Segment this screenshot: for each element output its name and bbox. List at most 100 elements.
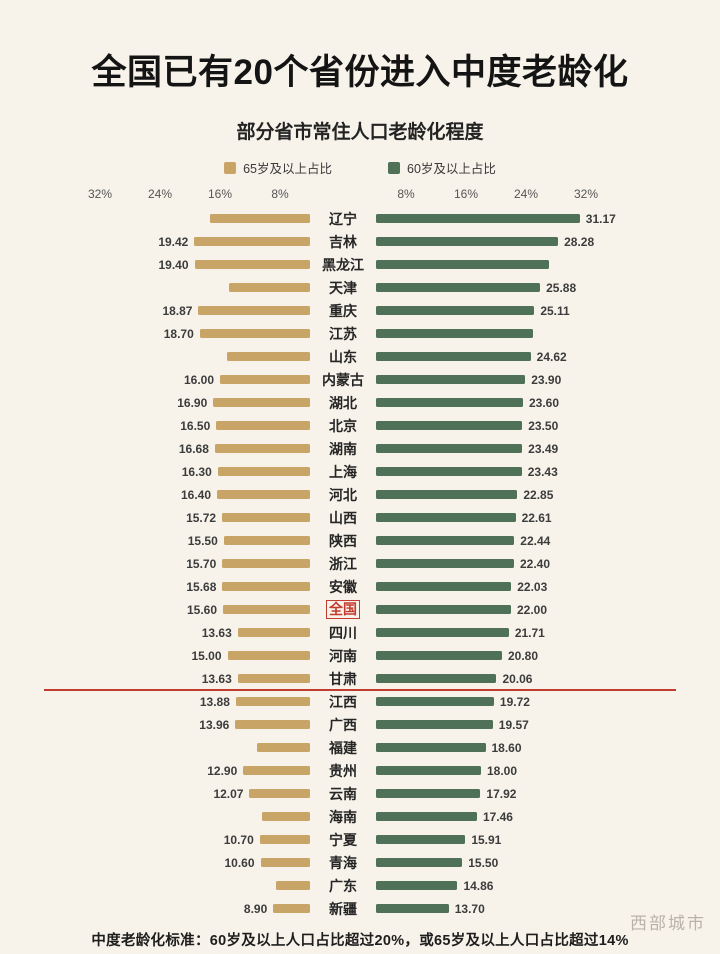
bar-65plus <box>222 559 310 568</box>
chart-subtitle: 部分省市常住人口老龄化程度 <box>236 122 484 143</box>
province-label: 福建 <box>329 739 357 756</box>
bar-60plus <box>376 375 526 384</box>
bar-60plus <box>376 398 523 407</box>
value-60plus: 31.17 <box>585 211 616 226</box>
province-label: 山东 <box>329 348 357 365</box>
watermark: 西部城市 <box>630 914 706 933</box>
value-60plus: 14.86 <box>463 878 494 893</box>
row-center-zone: 四川 <box>310 623 376 643</box>
bar-60plus <box>376 835 466 844</box>
row-center-zone: 贵州 <box>310 761 376 781</box>
bar-60plus <box>376 283 541 292</box>
row-left-zone: 16.00 <box>0 373 310 387</box>
chart-row: 16.50 北京 23.50 <box>0 414 720 437</box>
bar-65plus <box>198 306 310 315</box>
row-left-zone <box>0 214 310 223</box>
row-left-zone: 10.60 <box>0 856 310 870</box>
province-label: 青海 <box>329 854 357 871</box>
chart-row: 16.30 上海 23.43 <box>0 460 720 483</box>
chart-row: 13.63 四川 21.71 <box>0 621 720 644</box>
row-right-zone: 20.80 <box>376 649 720 663</box>
legend-item-60plus: 60岁及以上占比 <box>388 158 496 177</box>
bar-65plus <box>243 766 310 775</box>
bar-60plus <box>376 697 494 706</box>
province-label: 广西 <box>329 716 357 733</box>
bar-60plus <box>376 858 463 867</box>
bar-60plus <box>376 789 481 798</box>
bar-60plus <box>376 260 549 269</box>
row-center-zone: 云南 <box>310 784 376 804</box>
row-center-zone: 福建 <box>310 738 376 758</box>
province-label: 贵州 <box>329 762 357 779</box>
chart-row: 12.90 贵州 18.00 <box>0 759 720 782</box>
bar-60plus <box>376 651 502 660</box>
value-60plus: 23.49 <box>528 441 559 456</box>
row-center-zone: 山西 <box>310 508 376 528</box>
bar-65plus <box>227 651 310 660</box>
chart-row: 16.90 湖北 23.60 <box>0 391 720 414</box>
value-65plus: 13.63 <box>201 625 232 640</box>
value-65plus: 16.00 <box>183 372 214 387</box>
province-label: 内蒙古 <box>322 371 364 388</box>
province-label: 黑龙江 <box>322 256 364 273</box>
bar-60plus <box>376 444 523 453</box>
row-left-zone: 19.42 <box>0 235 310 249</box>
row-right-zone: 25.88 <box>376 281 720 295</box>
row-center-zone: 全国 <box>310 600 376 619</box>
legend-label-65plus: 65岁及以上占比 <box>243 162 332 176</box>
row-left-zone: 8.90 <box>0 902 310 916</box>
province-label: 天津 <box>329 279 357 296</box>
row-left-zone: 15.00 <box>0 649 310 663</box>
row-left-zone <box>0 352 310 361</box>
value-65plus: 16.30 <box>181 464 212 479</box>
province-label: 云南 <box>329 785 357 802</box>
row-center-zone: 山东 <box>310 347 376 367</box>
province-label: 广东 <box>329 877 357 894</box>
row-center-zone: 河南 <box>310 646 376 666</box>
chart-row: 18.87 重庆 25.11 <box>0 299 720 322</box>
bar-60plus <box>376 559 514 568</box>
value-60plus: 21.71 <box>514 625 545 640</box>
row-left-zone: 15.70 <box>0 557 310 571</box>
bar-65plus <box>275 881 310 890</box>
row-center-zone: 湖北 <box>310 393 376 413</box>
province-label: 甘肃 <box>329 670 357 687</box>
value-65plus: 12.07 <box>213 786 244 801</box>
province-label: 陕西 <box>329 532 357 549</box>
row-right-zone: 18.60 <box>376 741 720 755</box>
row-left-zone: 16.90 <box>0 396 310 410</box>
value-60plus: 13.70 <box>454 901 485 916</box>
row-right-zone: 13.70 <box>376 902 720 916</box>
chart-row: 福建 18.60 <box>0 736 720 759</box>
province-label: 山西 <box>329 509 357 526</box>
bar-65plus <box>217 467 310 476</box>
axis-tick: 8% <box>271 187 289 201</box>
province-label: 湖南 <box>329 440 357 457</box>
value-65plus: 13.63 <box>201 671 232 686</box>
row-right-zone: 18.00 <box>376 764 720 778</box>
bar-60plus <box>376 904 449 913</box>
province-label: 上海 <box>329 463 357 480</box>
value-60plus: 22.85 <box>523 487 554 502</box>
bar-65plus <box>237 628 310 637</box>
row-center-zone: 河北 <box>310 485 376 505</box>
province-label: 全国 <box>326 600 360 619</box>
chart-row: 19.40 黑龙江 <box>0 253 720 276</box>
bar-60plus <box>376 766 481 775</box>
value-65plus: 13.96 <box>199 717 230 732</box>
row-center-zone: 内蒙古 <box>310 370 376 390</box>
value-60plus: 25.88 <box>546 280 577 295</box>
bar-65plus <box>216 421 310 430</box>
row-right-zone: 22.85 <box>376 488 720 502</box>
legend-swatch-60plus <box>388 161 400 174</box>
value-65plus: 8.90 <box>243 901 268 916</box>
province-label: 四川 <box>329 624 357 641</box>
chart-row: 天津 25.88 <box>0 276 720 299</box>
province-label: 宁夏 <box>329 831 357 848</box>
row-center-zone: 江苏 <box>310 324 376 344</box>
row-right-zone: 23.43 <box>376 465 720 479</box>
row-right-zone: 22.03 <box>376 580 720 594</box>
value-60plus: 22.44 <box>520 533 551 548</box>
bar-60plus <box>376 421 523 430</box>
value-60plus: 18.60 <box>491 740 522 755</box>
